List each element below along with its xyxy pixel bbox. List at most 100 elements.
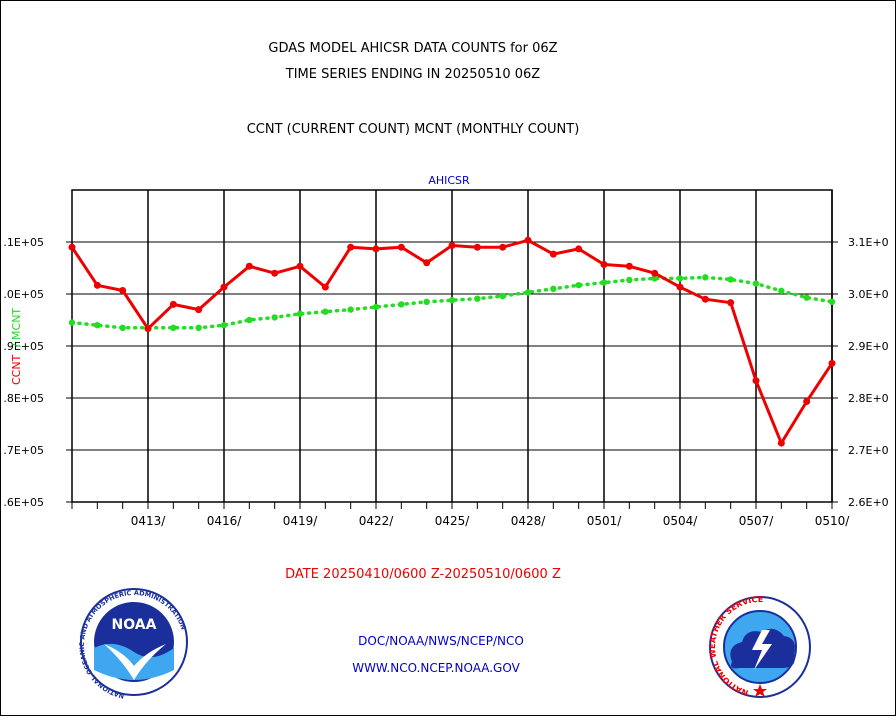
data-point-mcnt — [347, 306, 354, 313]
data-point-ccnt — [195, 306, 203, 314]
data-point-ccnt — [423, 259, 431, 267]
data-point-mcnt — [499, 292, 506, 300]
noaa-logo-text: NOAA — [112, 617, 157, 633]
data-point-ccnt — [499, 243, 507, 251]
x-tick-label: 0413/ — [131, 514, 167, 528]
left-axis-title: CCNT / MCNT — [10, 308, 23, 385]
left-axis-title-ccnt: CCNT — [10, 354, 23, 385]
data-point-ccnt — [245, 262, 253, 270]
data-point-mcnt — [246, 316, 253, 324]
nws-logo-lightning — [752, 630, 772, 670]
data-point-ccnt — [169, 300, 177, 308]
data-point-ccnt — [68, 243, 76, 251]
data-point-ccnt — [93, 281, 101, 289]
left-tick-label: .9E+05 — [3, 340, 44, 353]
data-point-mcnt — [448, 297, 456, 304]
data-point-ccnt — [651, 269, 659, 277]
data-point-mcnt — [727, 276, 734, 283]
chart-subtitle: CCNT (CURRENT COUNT) MCNT (MONTHLY COUNT… — [247, 122, 580, 137]
data-point-ccnt — [600, 261, 608, 269]
right-tick-label: 2.8E+0 — [848, 392, 889, 405]
data-point-ccnt — [701, 295, 709, 303]
left-tick-label: .0E+05 — [3, 288, 44, 301]
data-point-ccnt — [473, 243, 481, 251]
data-point-mcnt — [474, 295, 481, 302]
data-point-ccnt — [347, 243, 355, 251]
data-point-mcnt — [752, 280, 760, 287]
data-point-ccnt — [119, 287, 127, 295]
data-point-mcnt — [296, 310, 304, 317]
x-tick-label: 0510/ — [815, 514, 851, 528]
left-tick-label: .8E+05 — [3, 392, 44, 405]
left-tick-label: .6E+05 — [3, 496, 44, 509]
data-point-ccnt — [803, 397, 811, 405]
left-axis-title-sep: / — [10, 343, 23, 347]
x-tick-label: 0501/ — [587, 514, 623, 528]
data-point-mcnt — [220, 322, 228, 329]
data-point-ccnt — [828, 359, 836, 367]
left-tick-label: .1E+05 — [3, 236, 44, 249]
right-tick-label: 2.6E+0 — [848, 496, 889, 509]
data-point-ccnt — [575, 245, 583, 253]
data-point-mcnt — [423, 298, 430, 305]
data-point-mcnt — [600, 279, 608, 286]
footer-line1: DOC/NOAA/NWS/NCEP/NCO — [358, 634, 524, 648]
x-axis-ticks: 0413/0416/0419/0422/0425/0428/0501/0504/… — [71, 502, 851, 528]
data-point-mcnt — [778, 287, 785, 295]
data-point-mcnt — [322, 308, 329, 315]
x-tick-label: 0425/ — [435, 514, 471, 528]
data-point-ccnt — [625, 262, 633, 270]
chart-title-line2: TIME SERIES ENDING IN 20250510 06Z — [285, 67, 541, 82]
plot-label: AHICSR — [428, 174, 470, 187]
data-point-ccnt — [144, 325, 152, 333]
right-tick-label: 2.7E+0 — [848, 444, 889, 457]
chart-title-line1: GDAS MODEL AHICSR DATA COUNTS for 06Z — [268, 41, 557, 56]
data-point-ccnt — [220, 283, 228, 291]
nws-logo: NATIONAL WEATHER SERVICE — [708, 595, 811, 698]
nws-logo-star — [753, 684, 767, 697]
data-point-ccnt — [676, 283, 684, 291]
data-point-ccnt — [549, 250, 557, 258]
data-point-ccnt — [777, 439, 785, 447]
series-ccnt — [68, 236, 836, 447]
data-point-mcnt — [626, 276, 633, 284]
data-point-ccnt — [727, 299, 735, 307]
data-point-mcnt — [119, 324, 126, 331]
data-point-ccnt — [372, 245, 380, 253]
right-tick-label: 2.9E+0 — [848, 340, 889, 353]
data-point-mcnt — [271, 314, 278, 321]
data-point-mcnt — [575, 281, 582, 289]
data-point-mcnt — [676, 275, 684, 282]
data-point-mcnt — [94, 322, 101, 329]
x-tick-label: 0416/ — [207, 514, 243, 528]
data-point-mcnt — [398, 301, 405, 308]
data-point-mcnt — [170, 324, 177, 331]
data-point-mcnt — [828, 298, 836, 305]
data-point-ccnt — [296, 262, 304, 270]
x-tick-label: 0419/ — [283, 514, 319, 528]
data-point-mcnt — [651, 275, 658, 282]
data-point-ccnt — [448, 241, 456, 249]
right-tick-label: 3.0E+0 — [848, 288, 889, 301]
data-point-ccnt — [321, 283, 329, 291]
noaa-logo: NATIONAL OCEANIC AND ATMOSPHERIC ADMINIS… — [78, 588, 188, 700]
series-mcnt — [68, 274, 836, 331]
footer-line2: WWW.NCO.NCEP.NOAA.GOV — [352, 661, 520, 675]
data-point-ccnt — [271, 269, 279, 277]
data-point-mcnt — [702, 274, 709, 281]
data-point-ccnt — [397, 243, 405, 251]
x-range-label: DATE 20250410/0600 Z-20250510/0600 Z — [285, 567, 561, 582]
x-tick-label: 0428/ — [511, 514, 547, 528]
data-point-mcnt — [68, 319, 76, 326]
data-point-mcnt — [524, 289, 532, 296]
left-axis-title-mcnt: MCNT — [10, 308, 23, 340]
data-point-mcnt — [372, 303, 380, 311]
data-point-mcnt — [195, 324, 202, 331]
data-point-mcnt — [803, 294, 810, 301]
left-tick-label: .7E+05 — [3, 444, 44, 457]
x-tick-label: 0422/ — [359, 514, 395, 528]
data-point-ccnt — [752, 377, 760, 385]
x-tick-label: 0504/ — [663, 514, 699, 528]
